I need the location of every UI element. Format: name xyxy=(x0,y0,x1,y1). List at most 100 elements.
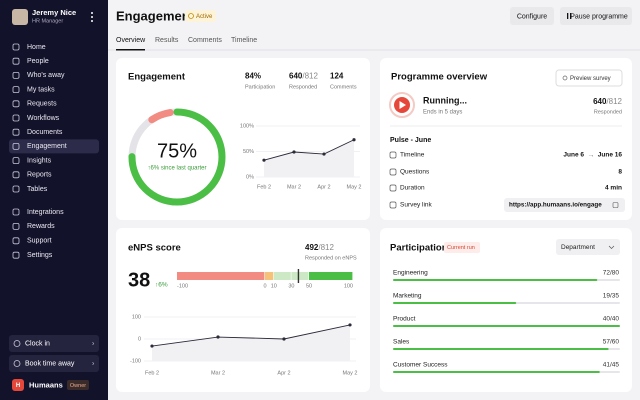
scale-segment xyxy=(309,272,353,280)
card-title: Participation xyxy=(390,243,448,254)
ends: Ends in 5 days xyxy=(423,110,462,116)
status-ring xyxy=(389,92,415,118)
responded: 640/812 xyxy=(593,97,622,106)
scale-segment xyxy=(273,272,291,280)
point xyxy=(322,152,326,156)
line xyxy=(151,324,351,347)
scale-tick-label: 10 xyxy=(271,283,277,289)
card-title: eNPS score xyxy=(128,243,181,254)
category-label: Sales xyxy=(393,339,410,346)
line xyxy=(263,139,355,161)
nav-item: Home xyxy=(27,44,46,51)
tab[interactable]: Results xyxy=(155,37,179,44)
responded: 492/812 xyxy=(305,243,334,252)
copy-icon xyxy=(612,202,619,208)
scale-tick-label: 50 xyxy=(306,283,312,289)
row-value: June 6 xyxy=(563,152,584,159)
stat-value: 640/812 xyxy=(289,72,318,81)
status-icon xyxy=(188,13,194,19)
category-label: Engineering xyxy=(393,270,428,277)
row-value: https://app.humaans.io/engage xyxy=(509,202,602,209)
x-tick-label: Feb 2 xyxy=(257,184,271,190)
nav-item: Documents xyxy=(27,129,63,136)
scale-segment xyxy=(291,272,309,280)
stat-value: 124 xyxy=(330,72,344,81)
button-label: Preview survey xyxy=(570,76,611,82)
card xyxy=(116,58,370,220)
responded-label: Responded xyxy=(594,109,622,115)
dropdown[interactable] xyxy=(556,239,620,255)
row-label: Survey link xyxy=(400,202,433,209)
nav-icon xyxy=(12,128,20,136)
nav-item: Integrations xyxy=(27,209,64,216)
nav-item: People xyxy=(27,58,49,65)
row-label: Duration xyxy=(400,185,425,192)
gauge-trend: ↑6% since last quarter xyxy=(147,166,206,172)
point xyxy=(262,158,266,162)
nav-item: Workflows xyxy=(27,115,60,122)
nav-icon xyxy=(12,237,20,245)
button[interactable] xyxy=(555,69,623,87)
stat-label: Responded xyxy=(289,84,317,90)
nav-item: Tables xyxy=(27,186,48,193)
point xyxy=(282,337,286,341)
x-tick-label: Apr 2 xyxy=(317,184,330,190)
avatar xyxy=(12,9,28,25)
point xyxy=(352,138,356,142)
tab[interactable]: Timeline xyxy=(231,37,257,44)
card-title: Programme overview xyxy=(391,72,488,83)
sidebar xyxy=(0,0,108,400)
brand-badge: Owner xyxy=(70,383,86,389)
nav-item: Engagement xyxy=(27,143,67,150)
y-tick-label: -100 xyxy=(130,358,141,364)
x-tick-label: Mar 2 xyxy=(287,184,301,190)
nav-item: Rewards xyxy=(27,223,55,230)
value-label: 40/40 xyxy=(603,316,620,323)
nav-item: Who's away xyxy=(27,72,65,79)
point xyxy=(292,150,296,154)
value-label: 57/60 xyxy=(603,339,620,346)
gauge-label: 75% xyxy=(157,140,197,162)
y-tick-label: 0% xyxy=(246,174,254,180)
badge xyxy=(67,380,89,390)
pause-icon xyxy=(570,13,572,19)
chevron: › xyxy=(92,360,95,367)
action-icon xyxy=(13,340,21,347)
action-button[interactable] xyxy=(9,355,99,372)
scale-tick-label: 30 xyxy=(288,283,294,289)
nav-icon xyxy=(12,142,20,150)
x-tick-label: Apr 2 xyxy=(277,370,290,376)
row-label: Timeline xyxy=(400,152,425,159)
action-button[interactable] xyxy=(9,335,99,352)
y-tick-label: 100 xyxy=(132,314,141,320)
header-button[interactable] xyxy=(510,7,554,25)
score-marker xyxy=(297,269,300,283)
area xyxy=(152,324,350,361)
scale-segment xyxy=(177,272,265,280)
action-label: Clock in xyxy=(25,340,50,347)
value-label: 72/80 xyxy=(603,270,620,277)
row-icon xyxy=(389,184,397,192)
dropdown-label: Department xyxy=(561,244,595,251)
card xyxy=(380,228,632,392)
tab[interactable]: Overview xyxy=(116,37,146,44)
stat-label: Comments xyxy=(330,84,357,90)
nav-icon xyxy=(12,208,20,216)
header-button[interactable] xyxy=(560,7,632,25)
user-role: HR Manager xyxy=(32,18,63,24)
stat-total: /812 xyxy=(302,72,318,81)
tab[interactable]: Comments xyxy=(188,37,222,44)
nav-icon xyxy=(12,43,20,51)
icon xyxy=(91,12,93,14)
badge xyxy=(444,242,480,253)
scale-tick-label: 0 xyxy=(263,283,266,289)
user-name: Jeremy Nice xyxy=(32,8,76,17)
tab-underline xyxy=(116,49,145,51)
scale-segment xyxy=(265,272,274,280)
nav-icon xyxy=(12,222,20,230)
bar xyxy=(393,348,609,350)
brand-logo xyxy=(12,379,24,391)
nav-icon xyxy=(12,86,20,93)
stat-label: Participation xyxy=(245,84,275,90)
